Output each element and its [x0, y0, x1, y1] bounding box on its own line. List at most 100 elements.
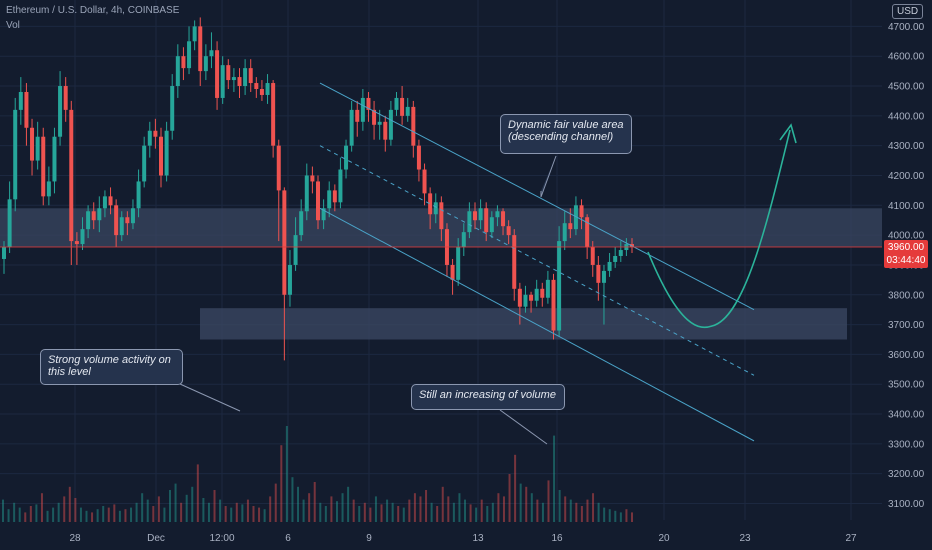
candle-body — [35, 136, 40, 161]
candle-body — [181, 56, 186, 69]
current-price-label: 3960.00 — [887, 242, 925, 253]
candle-body — [198, 26, 203, 72]
callout-increasing-volume-text: Still an increasing of volume — [419, 389, 556, 401]
volume-bar — [79, 507, 82, 522]
currency-button[interactable]: USD — [892, 4, 924, 19]
candle-body — [512, 235, 517, 289]
time-axis-label: 20 — [658, 533, 670, 544]
volume-bar — [7, 509, 10, 522]
volume-bar — [480, 499, 483, 522]
volume-bar — [241, 504, 244, 522]
candle-body — [439, 202, 444, 230]
volume-bar — [447, 496, 450, 522]
projection-arrowhead — [779, 123, 797, 144]
volume-bar — [224, 506, 227, 522]
volume-bar — [452, 502, 455, 522]
volume-bar — [525, 486, 528, 522]
volume-bar — [608, 509, 611, 522]
volume-bar — [425, 490, 428, 522]
candle-body — [209, 50, 214, 57]
symbol-title: Ethereum / U.S. Dollar, 4h, COINBASE — [6, 5, 180, 16]
time-axis-label: 13 — [472, 533, 484, 544]
volume-bar — [274, 483, 277, 522]
candle-body — [562, 223, 567, 242]
callout-strong-volume-pointer — [179, 383, 241, 412]
candle-body — [24, 91, 29, 128]
candle-body — [534, 288, 539, 301]
volume-bar — [246, 499, 249, 522]
candle-body — [86, 211, 91, 230]
volume-bar — [603, 507, 606, 522]
volume-bar — [152, 506, 155, 522]
volume-bar — [91, 512, 94, 522]
volume-bar — [57, 502, 60, 522]
volume-bar — [419, 496, 422, 522]
callout-fair-value-text: Dynamic fair value area (descending chan… — [508, 119, 624, 143]
time-axis-label: Dec — [147, 533, 165, 544]
candle-body — [282, 190, 287, 295]
volume-bar — [35, 504, 38, 522]
time-axis-label: 23 — [739, 533, 751, 544]
volume-bar — [258, 507, 261, 522]
candle-body — [478, 208, 483, 221]
candle-body — [187, 41, 192, 69]
candle-body — [293, 235, 298, 265]
price-axis-label: 3100.00 — [888, 499, 925, 510]
volume-bar — [219, 499, 222, 522]
candle-body — [80, 229, 85, 245]
candle-body — [102, 196, 107, 209]
channel-mid-line — [319, 145, 755, 376]
candle-body — [254, 83, 259, 90]
candle-body — [119, 217, 124, 236]
candle-body — [618, 250, 623, 256]
volume-bar — [113, 504, 116, 522]
volume-bar — [46, 510, 49, 522]
price-axis-label: 4600.00 — [888, 52, 925, 63]
volume-bar — [592, 493, 595, 522]
volume-bar — [408, 499, 411, 522]
volume-bar — [18, 507, 21, 522]
candle-body — [388, 109, 393, 140]
volume-bar — [185, 494, 188, 522]
candle-body — [18, 91, 23, 110]
candle-body — [220, 65, 225, 98]
candle-body — [259, 89, 264, 95]
candle-body — [355, 109, 360, 122]
callout-strong-volume[interactable]: Strong volume activity on this level — [40, 349, 183, 385]
candle-body — [461, 232, 466, 248]
volume-bar — [146, 499, 149, 522]
callout-fair-value[interactable]: Dynamic fair value area (descending chan… — [500, 114, 632, 154]
callout-increasing-volume[interactable]: Still an increasing of volume — [411, 384, 565, 410]
volume-bar — [580, 506, 583, 522]
volume-bar — [118, 510, 121, 522]
candle-body — [41, 136, 46, 197]
volume-bar — [180, 502, 183, 522]
volume-bar — [24, 512, 27, 522]
volume-bar — [174, 483, 177, 522]
candle-body — [130, 208, 135, 224]
volume-bar — [391, 502, 394, 522]
volume-bar — [29, 506, 32, 522]
volume-bar — [614, 510, 617, 522]
candle-body — [601, 270, 606, 283]
candle-body — [545, 279, 550, 298]
volume-bar — [168, 490, 171, 522]
candle-body — [405, 106, 410, 116]
time-axis-label: 28 — [69, 533, 81, 544]
volume-bar — [441, 486, 444, 522]
bar-countdown-label: 03:44:40 — [886, 255, 926, 266]
volume-bar — [85, 510, 88, 522]
volume-bar — [502, 496, 505, 522]
candle-body — [332, 190, 337, 203]
candle-body — [400, 97, 405, 116]
callout-strong-volume-text: Strong volume activity on this level — [48, 354, 171, 378]
candle-body — [416, 145, 421, 170]
volume-bar — [575, 502, 578, 522]
candle-body — [58, 86, 63, 137]
time-axis-label: 9 — [366, 533, 372, 544]
candle-body — [506, 226, 511, 236]
candle-body — [125, 217, 130, 224]
volume-bar — [497, 493, 500, 522]
